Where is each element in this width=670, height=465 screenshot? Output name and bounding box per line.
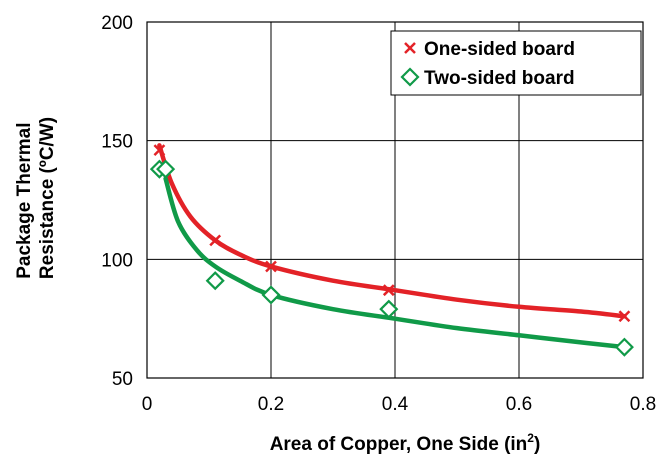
y-tick-label: 150 <box>101 132 133 153</box>
fit-curve-series-1 <box>163 176 627 350</box>
x-tick-label: 0 <box>142 394 153 415</box>
y-tick-labels: 50 100 150 200 <box>101 13 133 390</box>
legend-label-series-0: One-sided board <box>424 39 575 60</box>
data-point-series-1 <box>261 285 281 305</box>
legend-marker-series-1 <box>400 67 420 87</box>
fit-curves <box>157 143 627 350</box>
data-point-series-0 <box>618 310 631 323</box>
legend-item-series-1: Two-sided board <box>400 67 575 89</box>
x-tick-labels: 0 0.2 0.4 0.6 0.8 <box>142 394 657 415</box>
data-point-series-1 <box>205 271 225 291</box>
plot-area-frame <box>146 21 644 379</box>
data-point-series-0 <box>265 260 277 273</box>
data-point-series-0 <box>153 144 166 157</box>
x-axis-title: Area of Copper, One Side (in2) <box>270 431 541 455</box>
data-point-series-0 <box>382 284 395 297</box>
legend-label-series-1: Two-sided board <box>424 68 575 89</box>
data-point-series-1 <box>379 299 399 319</box>
y-tick-label: 100 <box>101 250 133 271</box>
x-tick-label: 0.8 <box>630 394 656 415</box>
data-point-series-0 <box>209 234 222 247</box>
x-tick-label: 0.6 <box>506 394 532 415</box>
y-tick-label: 200 <box>101 13 133 34</box>
legend-item-series-0: One-sided board <box>404 39 575 60</box>
data-point-series-1 <box>614 337 634 357</box>
x-tick-label: 0.4 <box>382 394 409 415</box>
legend-marker-series-0 <box>404 42 416 54</box>
y-tick-label: 50 <box>112 369 133 390</box>
legend-box <box>390 30 642 96</box>
fit-curve-series-0 <box>157 143 627 319</box>
legend: One-sided board Two-sided board <box>390 30 642 96</box>
data-point-series-1 <box>156 159 176 179</box>
x-tick-label: 0.2 <box>258 394 284 415</box>
y-axis-title: Package Thermal Resistance (ºC/W) <box>14 117 58 279</box>
data-markers <box>149 144 634 357</box>
